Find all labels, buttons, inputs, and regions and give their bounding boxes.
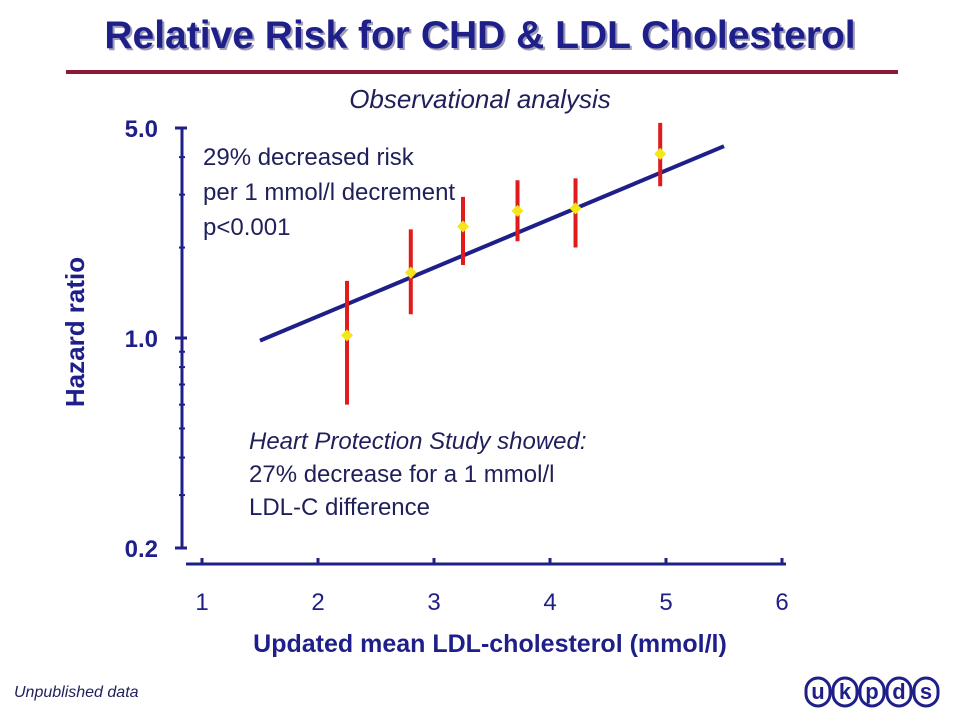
data-point [404, 266, 417, 279]
annotation-risk-text: p<0.001 [203, 214, 290, 241]
logo-letter: p [865, 679, 878, 704]
logo-letter-badge [885, 676, 913, 708]
data-point [341, 329, 353, 342]
x-tick-label: 1 [195, 589, 208, 616]
footnote: Unpublished data [14, 684, 139, 701]
logo-letter-badge [912, 676, 940, 708]
data-point [654, 147, 667, 160]
x-tick-label: 6 [775, 589, 788, 616]
x-tick-label: 5 [659, 589, 672, 616]
data-point [511, 204, 524, 217]
logo-letter: k [839, 679, 852, 704]
x-tick-label: 4 [543, 589, 556, 616]
data-point [569, 202, 582, 215]
x-tick-label: 2 [311, 589, 324, 616]
x-axis-label: Updated mean LDL-cholesterol (mmol/l) [253, 630, 727, 658]
y-axis-label: Hazard ratio [60, 257, 90, 407]
fit-line [259, 144, 725, 343]
annotation-hps-heading: Heart Protection Study showed: [249, 428, 587, 455]
annotation-hps-text: LDL-C difference [249, 494, 430, 521]
logo-letter-badge [858, 676, 886, 708]
annotation-risk-text: 29% decreased risk [203, 144, 415, 171]
logo-letter: s [920, 679, 932, 704]
chart-title: Observational analysis [349, 84, 611, 114]
y-tick-label: 0.2 [125, 536, 158, 563]
title-underline [66, 70, 898, 74]
y-tick-label: 5.0 [125, 116, 158, 143]
annotation-hps-text: 27% decrease for a 1 mmol/l [249, 461, 554, 488]
logo-letter-badge [804, 676, 832, 708]
logo-letter-badge [831, 676, 859, 708]
y-tick-label: 1.0 [125, 326, 158, 353]
x-tick-label: 3 [427, 589, 440, 616]
annotation-risk-text: per 1 mmol/l decrement [203, 179, 455, 206]
logo-letter: d [892, 679, 905, 704]
page-title: Relative Risk for CHD & LDL Cholesterol [104, 14, 856, 57]
data-point [457, 220, 469, 233]
logo-letter: u [811, 679, 824, 704]
